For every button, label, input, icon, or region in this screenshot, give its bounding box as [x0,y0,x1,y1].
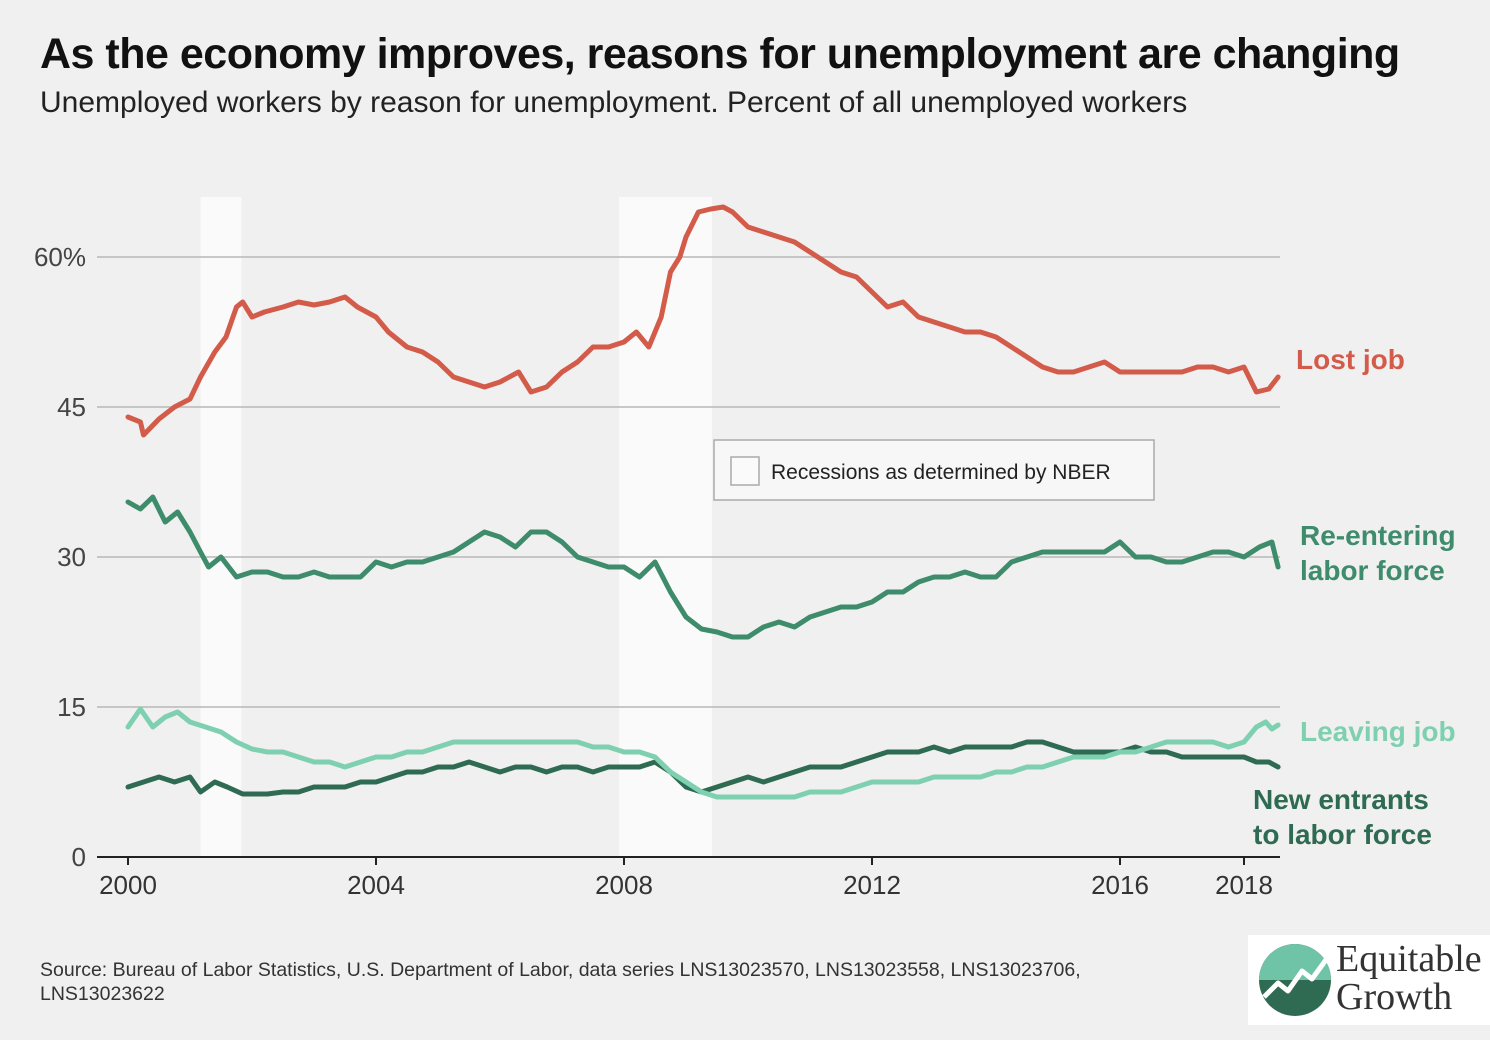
series-label-new-entrants-to-labor-force: New entrants [1253,784,1429,815]
y-tick-label: 60% [34,242,86,272]
series-line-lost-job [125,204,1281,438]
y-tick-label: 45 [57,392,86,422]
series-label-lost-job: Lost job [1296,344,1405,375]
gridlines [97,256,1280,858]
x-tick-label: 2008 [595,870,653,900]
series-line-leaving-job [125,706,1281,800]
x-tick-label: 2004 [347,870,405,900]
legend-label: Recessions as determined by NBER [771,461,1111,484]
legend-swatch [730,456,760,486]
x-axis: 2000 2004 2008 2012 2016 2018 [99,857,1273,900]
x-tick-label: 2000 [99,870,157,900]
y-axis-tick-labels: 0 15 30 45 60% [34,242,86,872]
x-tick-label: 2018 [1215,870,1273,900]
recession-bands [200,197,713,857]
y-tick-label: 30 [57,542,86,572]
series-label-new-entrants-to-labor-force: to labor force [1253,819,1432,850]
y-tick-label: 15 [57,692,86,722]
logo-wordmark: Equitable Growth [1336,940,1482,1016]
legend-box [713,439,1155,501]
x-tick-label: 2012 [843,870,901,900]
series-label-re-entering-labor-force: Re-entering [1300,520,1456,551]
line-chart: 0 15 30 45 60% 2000 2004 2008 2012 2016 2018 Lost… [33,197,1456,900]
series-lines [125,204,1281,800]
logo-line1: Equitable [1336,938,1482,980]
chart-title: As the economy improves, reasons for une… [40,30,1400,78]
x-tick-label: 2016 [1091,870,1149,900]
series-line-re-entering-labor-force [125,494,1281,640]
series-label-leaving-job: Leaving job [1300,716,1456,747]
series-labels: Lost job Re-entering labor force Leaving jo… [1253,344,1456,850]
y-tick-label: 0 [72,842,86,872]
recession-legend: Recessions as determined by NBER [713,439,1155,501]
chart-subtitle: Unemployed workers by reason for unemplo… [40,86,1188,119]
source-note: Source: Bureau of Labor Statistics, U.S.… [40,959,1081,1005]
logo-line2: Growth [1336,976,1453,1018]
rising-line-chart-logo-icon [1248,935,1490,1025]
series-label-re-entering-labor-force: labor force [1300,555,1445,586]
recession-band-1 [200,197,242,857]
